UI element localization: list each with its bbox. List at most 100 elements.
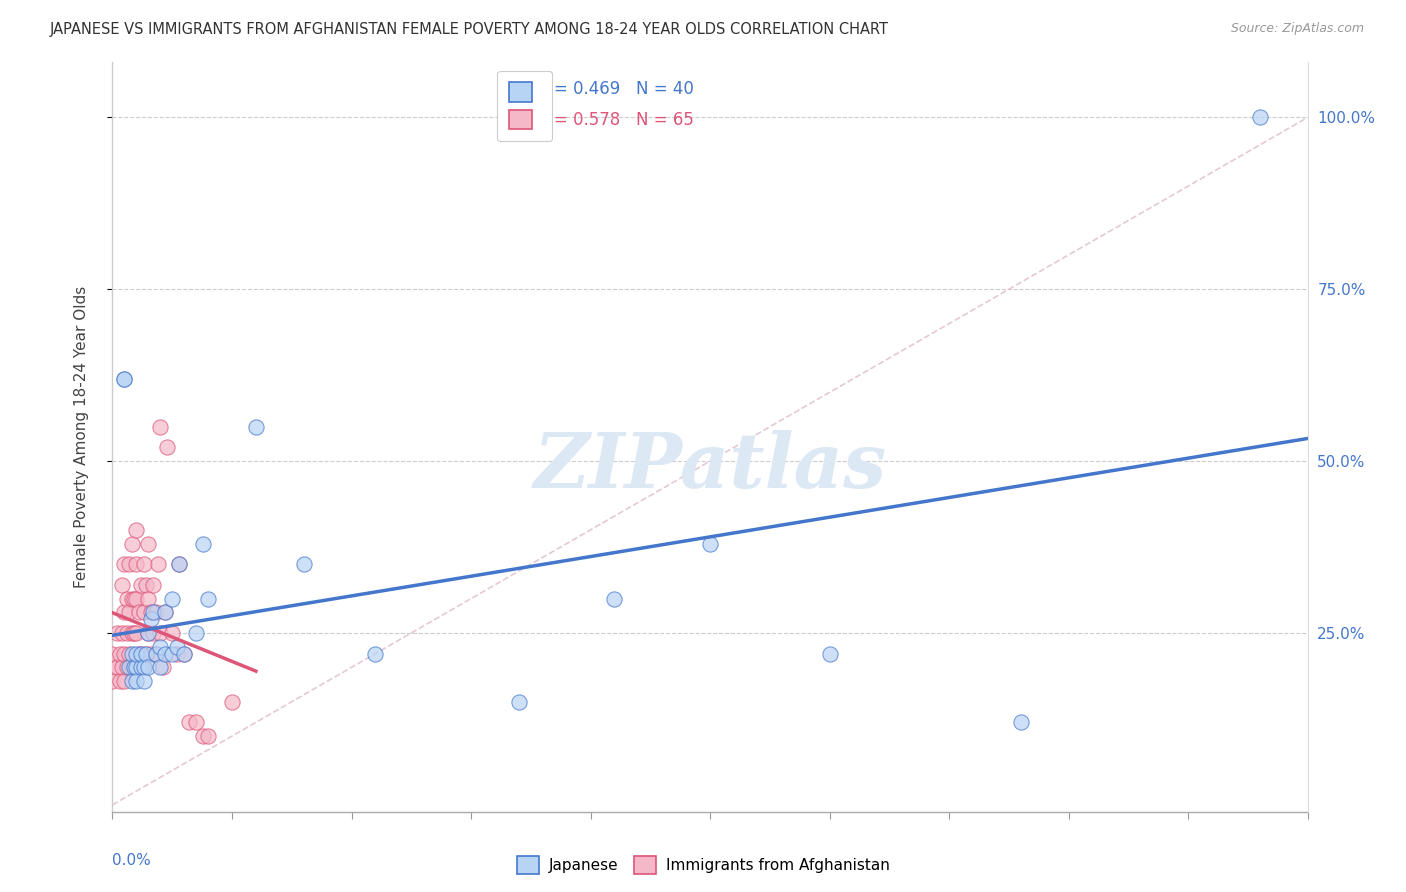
Point (121, 660, 143, 674)
Point (139, 606, 162, 620)
Point (125, 558, 148, 572)
Point (135, 647, 157, 661)
Point (138, 660, 160, 674)
Point (118, 606, 141, 620)
Point (138, 536, 160, 550)
Point (114, 606, 135, 620)
Point (114, 558, 135, 572)
Point (132, 660, 155, 674)
Point (125, 660, 148, 674)
Point (162, 591, 183, 606)
Point (118, 660, 141, 674)
Point (153, 606, 176, 620)
Point (156, 441, 179, 455)
Point (142, 606, 165, 620)
Point (118, 647, 141, 661)
Point (101, 647, 124, 661)
Point (125, 591, 148, 606)
Point (173, 647, 195, 661)
Point (125, 523, 148, 537)
Point (146, 558, 169, 572)
Point (101, 674, 124, 689)
Point (125, 674, 148, 689)
Legend: , : , (498, 70, 553, 141)
Point (121, 647, 143, 661)
Point (118, 558, 141, 572)
Point (129, 578, 152, 592)
Point (125, 626, 148, 640)
Point (197, 591, 219, 606)
Point (166, 647, 188, 661)
Point (122, 660, 145, 674)
Point (221, 695, 243, 709)
Point (138, 626, 160, 640)
Point (129, 647, 152, 661)
Point (142, 626, 165, 640)
Point (114, 371, 135, 385)
Point (122, 626, 145, 640)
Point (145, 606, 167, 620)
Y-axis label: Female Poverty Among 18-24 Year Olds: Female Poverty Among 18-24 Year Olds (75, 286, 89, 588)
Point (149, 660, 172, 674)
Point (364, 647, 387, 661)
Point (122, 660, 145, 674)
Point (111, 660, 134, 674)
Point (169, 558, 191, 572)
Text: 0.0%: 0.0% (112, 853, 152, 868)
Point (149, 419, 172, 434)
Point (132, 606, 155, 620)
Point (121, 591, 143, 606)
Point (603, 591, 626, 606)
Point (101, 660, 124, 674)
Point (162, 647, 183, 661)
Point (115, 591, 138, 606)
Text: R = 0.578   N = 65: R = 0.578 N = 65 (537, 112, 693, 129)
Point (114, 647, 135, 661)
Point (108, 674, 131, 689)
Point (699, 536, 721, 550)
Point (197, 729, 219, 743)
Point (138, 626, 160, 640)
Point (114, 371, 135, 385)
Point (108, 647, 131, 661)
Point (105, 626, 128, 640)
Point (125, 647, 148, 661)
Point (121, 674, 143, 689)
Point (245, 419, 267, 434)
Point (135, 578, 157, 592)
Point (177, 715, 200, 730)
Point (105, 660, 128, 674)
Point (111, 578, 134, 592)
Point (125, 660, 148, 674)
Point (111, 626, 134, 640)
Point (292, 558, 315, 572)
Text: Source: ZipAtlas.com: Source: ZipAtlas.com (1230, 22, 1364, 36)
Point (139, 647, 162, 661)
Point (129, 660, 152, 674)
Point (122, 591, 145, 606)
Point (142, 578, 165, 592)
Point (138, 591, 160, 606)
Point (139, 612, 162, 626)
Point (129, 647, 152, 661)
Point (135, 647, 157, 661)
Point (1249, 111, 1271, 125)
Text: ZIPatlas: ZIPatlas (533, 430, 887, 504)
Point (121, 536, 143, 550)
Point (149, 626, 172, 640)
Point (818, 647, 841, 661)
Point (152, 660, 174, 674)
Point (115, 660, 138, 674)
Point (1010, 715, 1032, 730)
Point (128, 647, 150, 661)
Point (145, 647, 167, 661)
Point (153, 647, 176, 661)
Text: JAPANESE VS IMMIGRANTS FROM AFGHANISTAN FEMALE POVERTY AMONG 18-24 YEAR OLDS COR: JAPANESE VS IMMIGRANTS FROM AFGHANISTAN … (49, 22, 889, 37)
Point (121, 626, 143, 640)
Point (132, 660, 155, 674)
Point (193, 536, 215, 550)
Point (173, 647, 195, 661)
Point (115, 626, 138, 640)
Point (132, 674, 155, 689)
Point (162, 626, 183, 640)
